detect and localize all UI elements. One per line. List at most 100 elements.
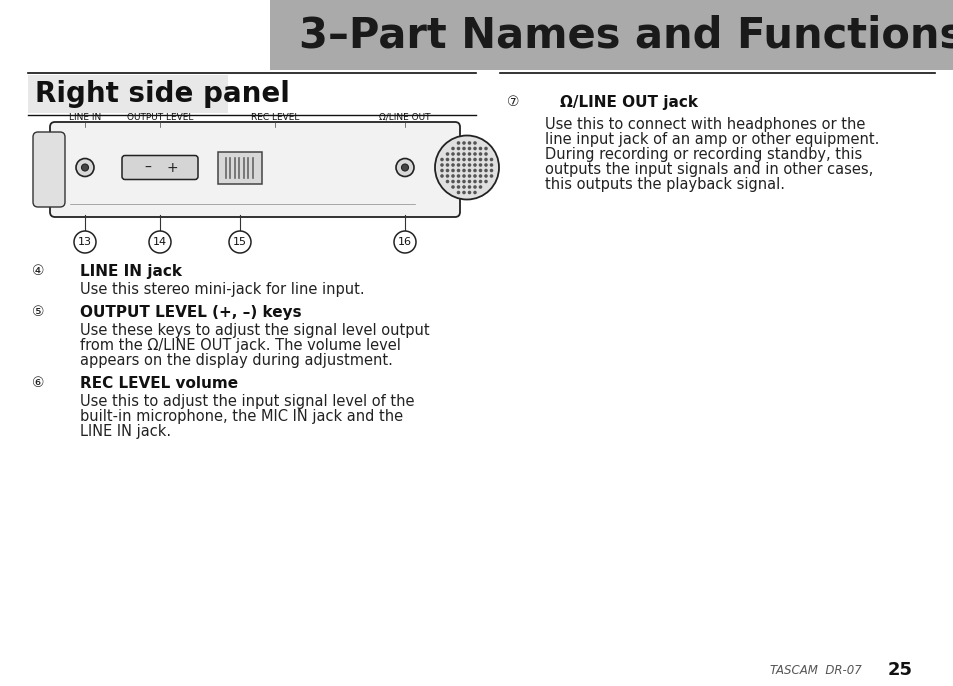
Circle shape	[461, 147, 465, 150]
Circle shape	[467, 180, 471, 183]
Circle shape	[478, 169, 482, 172]
Circle shape	[461, 141, 465, 145]
Circle shape	[395, 158, 414, 176]
Circle shape	[445, 163, 449, 167]
Circle shape	[439, 158, 443, 161]
Circle shape	[445, 174, 449, 178]
Text: 13: 13	[78, 237, 91, 247]
Circle shape	[394, 231, 416, 253]
Text: TASCAM  DR-07: TASCAM DR-07	[769, 663, 861, 676]
Text: Right side panel: Right side panel	[35, 80, 290, 108]
Text: Use this stereo mini-jack for line input.: Use this stereo mini-jack for line input…	[80, 282, 364, 297]
Text: Use this to connect with headphones or the: Use this to connect with headphones or t…	[544, 117, 864, 132]
Circle shape	[435, 136, 498, 200]
Circle shape	[456, 147, 459, 150]
Circle shape	[456, 158, 459, 161]
Text: During recording or recording standby, this: During recording or recording standby, t…	[544, 147, 862, 162]
FancyBboxPatch shape	[218, 152, 262, 183]
Circle shape	[478, 152, 482, 156]
Text: REC LEVEL: REC LEVEL	[251, 113, 299, 122]
Circle shape	[461, 152, 465, 156]
Bar	[28, 75, 228, 113]
Circle shape	[445, 169, 449, 172]
Circle shape	[473, 158, 476, 161]
Circle shape	[478, 185, 482, 189]
Text: Use this to adjust the input signal level of the: Use this to adjust the input signal leve…	[80, 394, 414, 409]
Circle shape	[467, 185, 471, 189]
Circle shape	[461, 191, 465, 194]
Circle shape	[81, 164, 89, 171]
Circle shape	[445, 158, 449, 161]
Text: LINE IN jack.: LINE IN jack.	[80, 424, 171, 439]
Circle shape	[473, 174, 476, 178]
Circle shape	[467, 191, 471, 194]
Circle shape	[467, 174, 471, 178]
Text: appears on the display during adjustment.: appears on the display during adjustment…	[80, 353, 393, 368]
Circle shape	[467, 158, 471, 161]
Circle shape	[451, 185, 455, 189]
Circle shape	[451, 152, 455, 156]
Circle shape	[473, 141, 476, 145]
Circle shape	[484, 158, 487, 161]
Circle shape	[467, 163, 471, 167]
Circle shape	[445, 180, 449, 183]
Text: OUTPUT LEVEL: OUTPUT LEVEL	[127, 113, 193, 122]
Text: 15: 15	[233, 237, 247, 247]
Circle shape	[461, 158, 465, 161]
Circle shape	[467, 152, 471, 156]
Circle shape	[489, 169, 493, 172]
Text: from the Ω/LINE OUT jack. The volume level: from the Ω/LINE OUT jack. The volume lev…	[80, 338, 400, 353]
Text: OUTPUT LEVEL (+, –) keys: OUTPUT LEVEL (+, –) keys	[80, 305, 301, 320]
Text: outputs the input signals and in other cases,: outputs the input signals and in other c…	[544, 162, 872, 177]
Circle shape	[467, 147, 471, 150]
Text: ⑦: ⑦	[506, 95, 518, 109]
Circle shape	[484, 180, 487, 183]
Circle shape	[484, 152, 487, 156]
Circle shape	[229, 231, 251, 253]
Circle shape	[439, 163, 443, 167]
Circle shape	[451, 180, 455, 183]
Text: Use these keys to adjust the signal level output: Use these keys to adjust the signal leve…	[80, 323, 429, 338]
Circle shape	[473, 180, 476, 183]
Circle shape	[467, 169, 471, 172]
Circle shape	[478, 158, 482, 161]
Circle shape	[489, 158, 493, 161]
Circle shape	[445, 152, 449, 156]
Circle shape	[467, 141, 471, 145]
Text: 14: 14	[152, 237, 167, 247]
Circle shape	[484, 174, 487, 178]
FancyBboxPatch shape	[50, 122, 459, 217]
Text: REC LEVEL volume: REC LEVEL volume	[80, 376, 238, 391]
Circle shape	[439, 174, 443, 178]
Text: –: –	[145, 161, 152, 174]
Text: LINE IN jack: LINE IN jack	[80, 264, 182, 279]
Circle shape	[451, 158, 455, 161]
Circle shape	[456, 163, 459, 167]
Circle shape	[456, 152, 459, 156]
Circle shape	[401, 164, 408, 171]
Circle shape	[473, 191, 476, 194]
Circle shape	[149, 231, 171, 253]
Text: ⑥: ⑥	[31, 376, 44, 390]
Circle shape	[461, 174, 465, 178]
Text: +: +	[166, 161, 177, 174]
Circle shape	[473, 163, 476, 167]
Text: Ω/LINE OUT jack: Ω/LINE OUT jack	[559, 95, 698, 110]
Circle shape	[489, 163, 493, 167]
Circle shape	[473, 169, 476, 172]
Text: Ω/LINE OUT: Ω/LINE OUT	[379, 113, 431, 122]
Circle shape	[484, 147, 487, 150]
Circle shape	[456, 169, 459, 172]
Circle shape	[473, 147, 476, 150]
Circle shape	[473, 185, 476, 189]
Circle shape	[76, 158, 94, 176]
Circle shape	[456, 185, 459, 189]
Circle shape	[461, 169, 465, 172]
Circle shape	[489, 174, 493, 178]
Circle shape	[456, 180, 459, 183]
Circle shape	[473, 152, 476, 156]
Circle shape	[478, 147, 482, 150]
Circle shape	[461, 163, 465, 167]
Text: ⑤: ⑤	[31, 305, 44, 319]
Text: this outputs the playback signal.: this outputs the playback signal.	[544, 177, 784, 192]
